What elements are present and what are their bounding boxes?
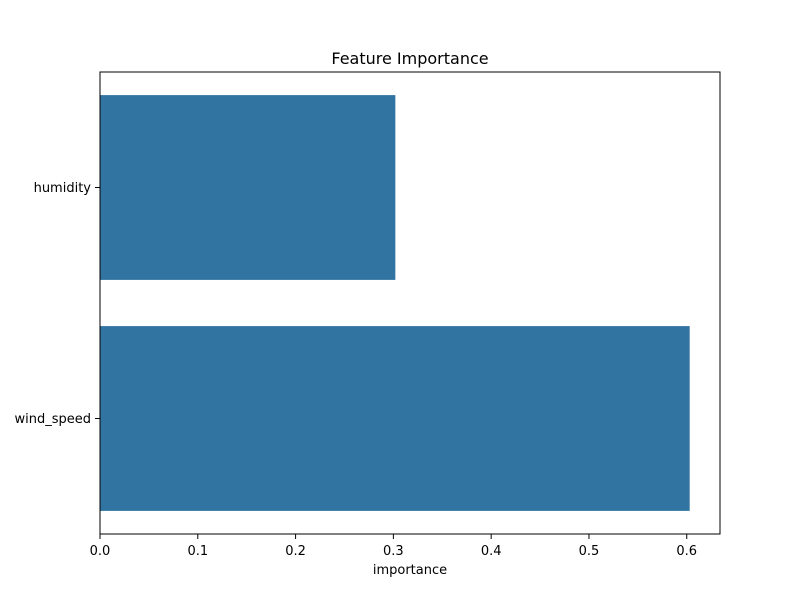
chart-title: Feature Importance [331, 49, 488, 68]
bars-group [100, 95, 690, 511]
x-axis-label: importance [373, 563, 447, 578]
x-tick-label: 0.6 [676, 544, 697, 559]
y-tick-label: humidity [34, 181, 92, 196]
x-tick-label: 0.2 [285, 544, 306, 559]
y-tick-label: wind_speed [14, 412, 91, 427]
y-axis: humidity wind_speed [14, 181, 100, 427]
x-tick-label: 0.0 [90, 544, 111, 559]
plot-area-frame [99, 71, 721, 535]
bar-humidity [100, 95, 396, 280]
x-tick-label: 0.1 [187, 544, 208, 559]
x-axis: 0.0 0.1 0.2 0.3 0.4 0.5 0.6 [90, 534, 697, 559]
x-tick-label: 0.5 [579, 544, 600, 559]
x-tick-label: 0.3 [383, 544, 404, 559]
bar-wind-speed [100, 326, 690, 511]
x-tick-label: 0.4 [481, 544, 502, 559]
